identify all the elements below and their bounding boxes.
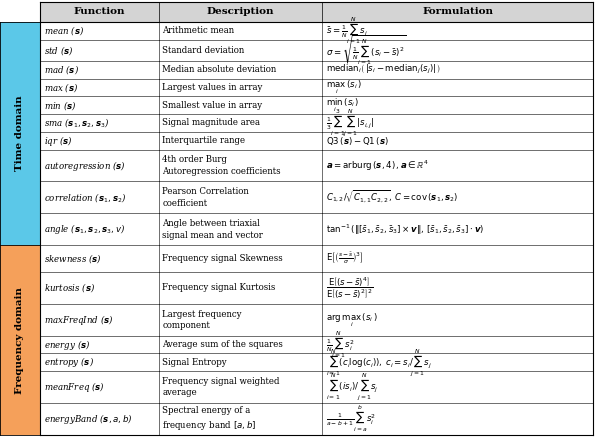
Text: Median absolute deviation: Median absolute deviation <box>162 65 277 74</box>
Text: $\mathrm{Q3}\,(\boldsymbol{s}) - \mathrm{Q1}\,(\boldsymbol{s})$: $\mathrm{Q3}\,(\boldsymbol{s}) - \mathrm… <box>325 135 389 147</box>
Text: Frequency signal Kurtosis: Frequency signal Kurtosis <box>162 283 275 292</box>
Bar <box>40 336 593 354</box>
Text: skewness ($\boldsymbol{s}$): skewness ($\boldsymbol{s}$) <box>43 252 101 265</box>
Text: maxFreqInd ($\boldsymbol{s}$): maxFreqInd ($\boldsymbol{s}$) <box>43 313 113 327</box>
Text: Spectral energy of a
frequency band $[a,b]$: Spectral energy of a frequency band $[a,… <box>162 406 256 432</box>
Text: Frequency signal weighted
average: Frequency signal weighted average <box>162 377 280 397</box>
Text: Signal magnitude area: Signal magnitude area <box>162 118 261 128</box>
Text: energyBand ($\boldsymbol{s},a,b$): energyBand ($\boldsymbol{s},a,b$) <box>43 412 132 426</box>
Text: Arithmetic mean: Arithmetic mean <box>162 26 234 35</box>
Text: Largest values in array: Largest values in array <box>162 83 263 92</box>
Bar <box>0 22 40 245</box>
Text: $\frac{1}{a-b+1}\sum_{i=a}^{b}s_i^2$: $\frac{1}{a-b+1}\sum_{i=a}^{b}s_i^2$ <box>325 404 376 434</box>
Text: $\arg\max_i\,(s_i)$: $\arg\max_i\,(s_i)$ <box>325 311 377 329</box>
Bar <box>40 2 593 22</box>
Bar <box>40 114 593 132</box>
Text: Frequency domain: Frequency domain <box>15 287 24 394</box>
Bar <box>40 304 593 336</box>
Text: $\sum_{i=1}^{N}\left(is_i\right)/\sum_{j=1}^{N}s_j$: $\sum_{i=1}^{N}\left(is_i\right)/\sum_{j… <box>325 372 378 402</box>
Text: min ($\boldsymbol{s}$): min ($\boldsymbol{s}$) <box>43 99 76 112</box>
Text: std ($\boldsymbol{s}$): std ($\boldsymbol{s}$) <box>43 44 73 57</box>
Bar <box>40 61 593 79</box>
Bar <box>40 354 593 371</box>
Text: $\mathrm{E}\left[\left(\frac{s-\bar{s}}{\sigma}\right)^{\!3}\right]$: $\mathrm{E}\left[\left(\frac{s-\bar{s}}{… <box>325 251 363 266</box>
Text: $\max_i\,(s_i)$: $\max_i\,(s_i)$ <box>325 79 362 96</box>
Text: $\frac{1}{3}\sum_{i=1}^{3}\sum_{j=1}^{N}|s_{i,j}|$: $\frac{1}{3}\sum_{i=1}^{3}\sum_{j=1}^{N}… <box>325 108 374 138</box>
Text: $\dfrac{\mathrm{E}\left[(s-\bar{s})^4\right]}{\mathrm{E}\left[(s-\bar{s})^2\righ: $\dfrac{\mathrm{E}\left[(s-\bar{s})^4\ri… <box>325 275 373 301</box>
Bar <box>40 22 593 40</box>
Text: max ($\boldsymbol{s}$): max ($\boldsymbol{s}$) <box>43 81 78 94</box>
Text: Frequency signal Skewness: Frequency signal Skewness <box>162 254 283 263</box>
Text: $\sigma = \sqrt{\frac{1}{N}\sum_{i=1}^{N}(s_i - \bar{s})^2}$: $\sigma = \sqrt{\frac{1}{N}\sum_{i=1}^{N… <box>325 34 406 67</box>
Text: Function: Function <box>74 7 125 17</box>
Bar <box>40 40 593 61</box>
Text: Standard deviation: Standard deviation <box>162 46 245 55</box>
Text: entropy ($\boldsymbol{s}$): entropy ($\boldsymbol{s}$) <box>43 355 93 369</box>
Bar <box>40 245 593 272</box>
Text: energy ($\boldsymbol{s}$): energy ($\boldsymbol{s}$) <box>43 338 90 352</box>
Text: $\sum_{i=1}^{N}\left(c_i\log(c_i)\right),\;c_i = s_i/\!\sum_{j=1}^{N}s_j$: $\sum_{i=1}^{N}\left(c_i\log(c_i)\right)… <box>325 347 431 378</box>
Text: Pearson Correlation
coefficient: Pearson Correlation coefficient <box>162 187 249 208</box>
Text: Time domain: Time domain <box>15 96 24 171</box>
Text: $\min_i\,(s_i)$: $\min_i\,(s_i)$ <box>325 97 359 114</box>
Bar <box>40 403 593 435</box>
Bar <box>40 79 593 97</box>
Text: 4th order Burg
Autoregression coefficients: 4th order Burg Autoregression coefficien… <box>162 155 281 176</box>
Text: Interquartile range: Interquartile range <box>162 136 246 145</box>
Text: mean ($\boldsymbol{s}$): mean ($\boldsymbol{s}$) <box>43 24 84 37</box>
Text: Formulation: Formulation <box>422 7 493 17</box>
Bar <box>40 213 593 245</box>
Text: autoregression ($\boldsymbol{s}$): autoregression ($\boldsymbol{s}$) <box>43 159 126 173</box>
Text: Smallest value in array: Smallest value in array <box>162 101 262 110</box>
Bar <box>40 371 593 403</box>
Text: Average sum of the squares: Average sum of the squares <box>162 340 283 349</box>
Text: mad ($\boldsymbol{s}$): mad ($\boldsymbol{s}$) <box>43 63 79 76</box>
Text: kurtosis ($\boldsymbol{s}$): kurtosis ($\boldsymbol{s}$) <box>43 281 95 295</box>
Bar <box>40 149 593 181</box>
Text: correlation ($\boldsymbol{s}_1, \boldsymbol{s}_2$): correlation ($\boldsymbol{s}_1, \boldsym… <box>43 191 126 204</box>
Text: Description: Description <box>206 7 274 17</box>
Text: $C_{1,2}/\sqrt{C_{1,1}C_{2,2}},\,C = \mathrm{cov}\,(\boldsymbol{s}_1,\boldsymbol: $C_{1,2}/\sqrt{C_{1,1}C_{2,2}},\,C = \ma… <box>325 189 458 205</box>
Text: meanFreq ($\boldsymbol{s}$): meanFreq ($\boldsymbol{s}$) <box>43 380 105 394</box>
Text: angle ($\boldsymbol{s}_1, \boldsymbol{s}_2, \boldsymbol{s}_3, v$): angle ($\boldsymbol{s}_1, \boldsymbol{s}… <box>43 222 125 236</box>
Text: sma ($\boldsymbol{s}_1, \boldsymbol{s}_2, \boldsymbol{s}_3$): sma ($\boldsymbol{s}_1, \boldsymbol{s}_2… <box>43 117 109 129</box>
Bar <box>40 97 593 114</box>
Bar <box>0 245 40 435</box>
Text: Largest frequency
component: Largest frequency component <box>162 309 242 330</box>
Text: $\tan^{-1}\left(\|[\bar{s}_1,\bar{s}_2,\bar{s}_3]\times\boldsymbol{v}\|,\,[\bar{: $\tan^{-1}\left(\|[\bar{s}_1,\bar{s}_2,\… <box>325 222 484 236</box>
Text: $\bar{s} = \frac{1}{N}\sum_{i=1}^{N} s_i$: $\bar{s} = \frac{1}{N}\sum_{i=1}^{N} s_i… <box>325 16 367 46</box>
Bar <box>40 181 593 213</box>
Text: $\mathrm{median}_i\left(\,|s_i - \mathrm{median}_j(s_j)|\,\right)$: $\mathrm{median}_i\left(\,|s_i - \mathrm… <box>325 63 441 76</box>
Text: Angle between triaxial
signal mean and vector: Angle between triaxial signal mean and v… <box>162 219 263 239</box>
Bar <box>40 272 593 304</box>
Text: $\boldsymbol{a} = \mathrm{arburg}\,(\boldsymbol{s},4)\,,\boldsymbol{a}\in\mathbb: $\boldsymbol{a} = \mathrm{arburg}\,(\bol… <box>325 158 428 173</box>
Text: Signal Entropy: Signal Entropy <box>162 358 227 367</box>
Text: $\frac{1}{N}\sum_{i=1}^{N} s_i^2$: $\frac{1}{N}\sum_{i=1}^{N} s_i^2$ <box>325 329 354 360</box>
Bar <box>40 132 593 149</box>
Text: iqr ($\boldsymbol{s}$): iqr ($\boldsymbol{s}$) <box>43 134 72 148</box>
